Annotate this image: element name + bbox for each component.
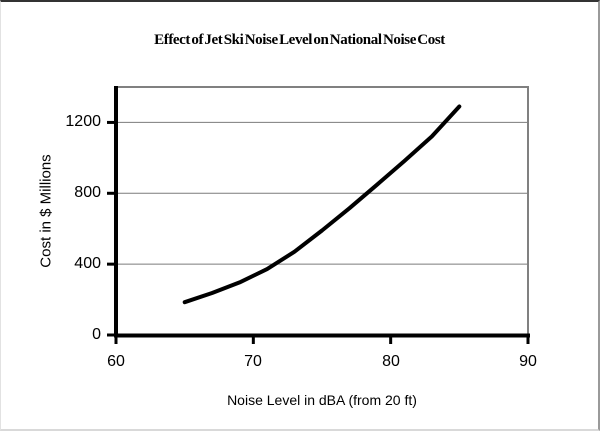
x-tick-label-80: 80: [382, 353, 400, 370]
y-axis-label: Cost in $ Millions: [37, 154, 55, 268]
x-axis-label: Noise Level in dBA (from 20 ft): [227, 392, 417, 408]
noise-cost-curve: [182, 104, 462, 305]
y-tick-label-400: 400: [74, 255, 101, 272]
chart-title: Effect of Jet Ski Noise Level on Nationa…: [154, 32, 445, 48]
y-tick-label-0: 0: [92, 326, 101, 343]
x-tick-label-90: 90: [519, 353, 537, 370]
y-tick-label-800: 800: [74, 184, 101, 201]
x-tick-label-60: 60: [107, 353, 125, 370]
y-tick-label-1200: 1200: [65, 113, 101, 130]
x-tick-label-70: 70: [244, 353, 262, 370]
